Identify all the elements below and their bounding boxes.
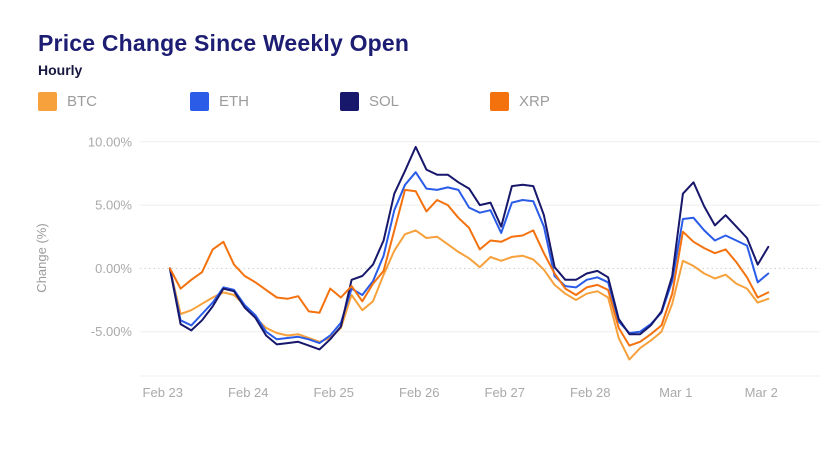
y-tick-label: 10.00% bbox=[88, 134, 133, 149]
page-title: Price Change Since Weekly Open bbox=[38, 30, 410, 56]
legend-label-xrp: XRP bbox=[519, 93, 550, 110]
x-tick-label: Feb 25 bbox=[314, 385, 354, 400]
btc-swatch-icon bbox=[38, 92, 57, 111]
y-tick-label: -5.00% bbox=[91, 324, 133, 339]
series-line-sol bbox=[168, 145, 770, 351]
series-line-xrp bbox=[168, 188, 770, 347]
x-tick-label: Mar 1 bbox=[659, 385, 692, 400]
x-tick-label: Mar 2 bbox=[745, 385, 778, 400]
y-tick-label: 0.00% bbox=[95, 261, 132, 276]
series-line-btc bbox=[168, 229, 770, 361]
y-tick-label: 5.00% bbox=[95, 198, 132, 213]
page-subtitle: Hourly bbox=[38, 62, 83, 78]
x-tick-label: Feb 26 bbox=[399, 385, 439, 400]
x-tick-label: Feb 27 bbox=[485, 385, 525, 400]
legend-label-eth: ETH bbox=[219, 93, 249, 110]
eth-swatch-icon bbox=[190, 92, 209, 111]
x-tick-label: Feb 23 bbox=[143, 385, 183, 400]
y-axis-title: Change (%) bbox=[34, 223, 49, 292]
sol-swatch-icon bbox=[340, 92, 359, 111]
series-line-eth bbox=[168, 171, 770, 345]
legend-label-sol: SOL bbox=[369, 93, 400, 110]
legend-label-btc: BTC bbox=[67, 93, 97, 110]
xrp-swatch-icon bbox=[490, 92, 509, 111]
legend: BTC ETH SOL XRP bbox=[0, 92, 825, 116]
legend-item-btc[interactable]: BTC bbox=[38, 92, 97, 111]
legend-item-eth[interactable]: ETH bbox=[190, 92, 249, 111]
x-tick-label: Feb 28 bbox=[570, 385, 610, 400]
x-tick-label: Feb 24 bbox=[228, 385, 268, 400]
legend-item-sol[interactable]: SOL bbox=[340, 92, 399, 111]
legend-item-xrp[interactable]: XRP bbox=[490, 92, 550, 111]
